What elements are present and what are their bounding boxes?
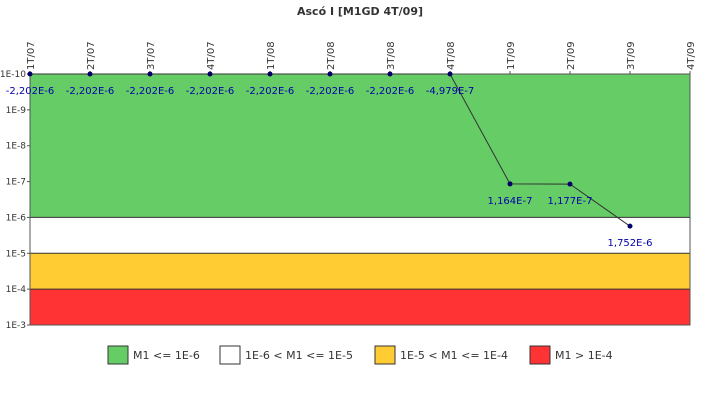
y-tick-label-5: 1E-5 [6,249,26,259]
data-label-1: -2,202E-6 [66,86,115,97]
data-point-4 [267,71,273,77]
data-label-5: -2,202E-6 [306,86,355,97]
x-tick-label-8: 1T/09 [506,41,517,70]
legend-label-2: 1E-5 < M1 <= 1E-4 [400,349,508,362]
data-point-7 [447,71,453,77]
x-axis-ticks: 1T/07 2T/07 3T/07 4T/07 1T/08 2T/08 3T/08 4T/08… [26,41,697,74]
legend: M1 <= 1E-6 1E-6 < M1 <= 1E-5 1E-5 < M1 <= … [107,345,613,365]
data-point-0 [27,71,33,77]
legend-swatch-1 [219,345,241,365]
data-label-6: -2,202E-6 [366,86,415,97]
x-tick-label-3: 4T/07 [206,41,217,70]
x-tick-label-11: 4T/09 [686,41,697,70]
x-tick-label-5: 2T/08 [326,41,337,70]
data-point-9 [567,181,573,187]
data-label-3: -2,202E-6 [186,86,235,97]
x-tick-label-7: 4T/08 [446,41,457,70]
data-point-5 [327,71,333,77]
x-tick-label-10: 3T/09 [626,41,637,70]
data-label-9: 1,177E-7 [548,196,593,207]
band-0 [30,74,690,218]
data-point-10 [627,223,633,229]
data-label-2: -2,202E-6 [126,86,175,97]
gridlines [30,216,690,290]
legend-label-0: M1 <= 1E-6 [133,349,200,362]
legend-label-3: M1 > 1E-4 [555,349,613,362]
data-point-6 [387,71,393,77]
data-point-8 [507,181,513,187]
y-axis-ticks: 1E-10 1E-9 1E-8 1E-7 1E-6 1E-5 1E-4 1E-3 [0,70,30,331]
legend-swatch-3 [529,345,551,365]
y-tick-label-2: 1E-8 [6,142,27,152]
data-point-3 [207,71,213,77]
x-tick-label-9: 2T/09 [566,41,577,70]
data-label-10: 1,752E-6 [608,238,653,249]
x-tick-label-2: 3T/07 [146,41,157,70]
data-label-7: -4,979E-7 [426,86,475,97]
x-tick-label-0: 1T/07 [26,41,37,70]
legend-swatch-2 [374,345,396,365]
y-tick-label-1: 1E-9 [6,106,27,116]
y-tick-label-0: 1E-10 [0,70,26,80]
data-label-8: 1,164E-7 [488,196,533,207]
data-label-4: -2,202E-6 [246,86,295,97]
legend-swatch-0 [107,345,129,365]
chart-title: Ascó I [M1GD 4T/09] [297,5,423,18]
data-point-2 [147,71,153,77]
band-2 [30,253,690,290]
series: -2,202E-6 -2,202E-6 -2,202E-6 -2,202E-6 -2,2… [6,71,653,249]
data-point-1 [87,71,93,77]
x-tick-label-4: 1T/08 [266,41,277,70]
legend-label-1: 1E-6 < M1 <= 1E-5 [245,349,353,362]
x-tick-label-6: 3T/08 [386,41,397,70]
band-1 [30,217,690,254]
y-tick-label-3: 1E-7 [6,178,26,188]
y-tick-label-6: 1E-4 [6,285,27,295]
y-tick-label-4: 1E-6 [6,213,27,223]
band-3 [30,289,690,325]
risk-bands [30,74,690,325]
data-label-0: -2,202E-6 [6,86,55,97]
y-tick-label-7: 1E-3 [6,321,26,331]
x-tick-label-1: 2T/07 [86,41,97,70]
